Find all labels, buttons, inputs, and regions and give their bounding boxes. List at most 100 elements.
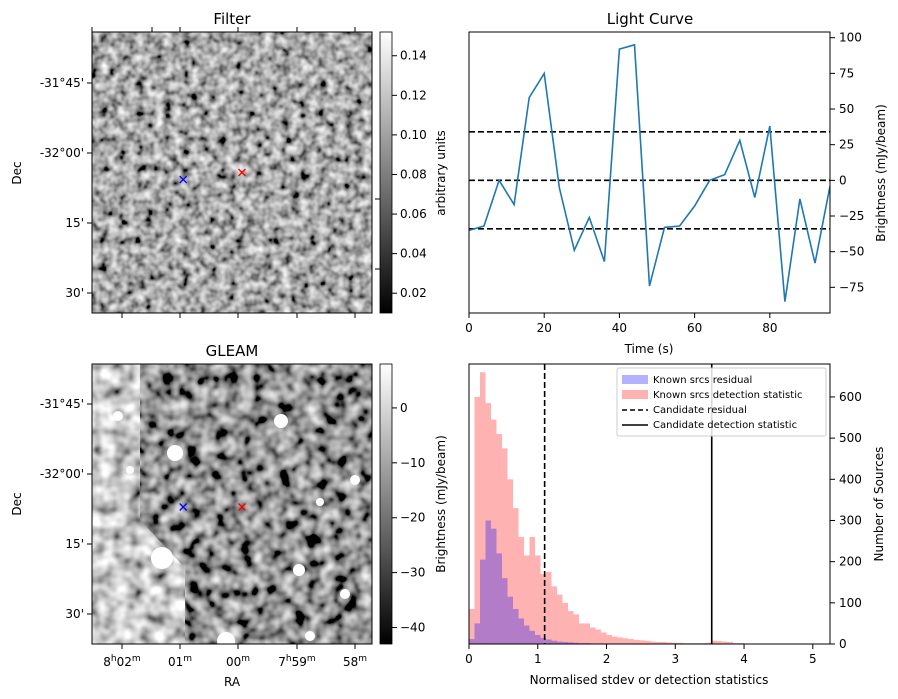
filter-colorbar-tick-label: 0.02 (400, 286, 427, 300)
histogram-bar (529, 536, 536, 644)
histogram-bar (502, 578, 508, 644)
filter-y-tick-label: -31°45' (40, 76, 84, 90)
filter-y-tick-label: 30' (65, 286, 84, 300)
histogram-bar (485, 520, 492, 644)
histogram-bar (573, 614, 580, 644)
lightcurve-title: Light Curve (607, 10, 693, 28)
histogram-y-tick-label: 200 (839, 555, 862, 569)
lightcurve-panel: Light Curve 0 20 40 60 80 −75 −50 −25 0 25 50 75 10… (465, 10, 888, 356)
filter-colorbar-tick-label: 0.14 (400, 49, 427, 63)
lightcurve-xlabel: Time (s) (624, 342, 674, 356)
lightcurve-ylabel: Brightness (mJy/beam) (874, 104, 888, 242)
histogram-bar (678, 642, 684, 644)
histogram-bar (469, 609, 475, 644)
gleam-x-tick-label: 01m (168, 654, 192, 669)
histogram-bar (507, 596, 514, 644)
lightcurve-x-tick-label: 40 (612, 321, 627, 335)
legend-swatch-detection (622, 390, 648, 399)
histogram-bar (480, 559, 486, 644)
lightcurve-y-tick-label: −75 (839, 280, 864, 294)
lightcurve-x-tick-label: 60 (687, 321, 702, 335)
gleam-image (92, 364, 372, 644)
gleam-colorbar-tick-label: −10 (400, 456, 425, 470)
histogram-bar (507, 479, 514, 644)
filter-y-tick-label: -32°00' (40, 146, 84, 160)
histogram-bar (562, 641, 569, 644)
histogram-bar (540, 637, 547, 644)
histogram-bar (502, 448, 508, 644)
histogram-bar (546, 639, 552, 644)
lightcurve-y-tick-label: 25 (839, 138, 854, 152)
histogram-bar (496, 553, 503, 644)
histogram-bar (557, 641, 563, 644)
legend-label-candidate-residual: Candidate residual (653, 405, 747, 416)
histogram-x-tick-label: 2 (603, 652, 611, 666)
legend-label-residual: Known srcs residual (653, 375, 752, 386)
lightcurve-y-tick-label: 100 (839, 31, 862, 45)
histogram-x-tick-label: 5 (809, 652, 817, 666)
gleam-colorbar-tick-label: −40 (400, 621, 425, 635)
histogram-bar (518, 536, 525, 644)
histogram-bar (722, 641, 728, 644)
legend-label-detection: Known srcs detection statistic (653, 390, 802, 401)
histogram-bar (667, 642, 673, 644)
histogram-bar (491, 419, 497, 644)
histogram-bar (656, 641, 662, 644)
histogram-bar (606, 634, 613, 644)
filter-colorbar-tick-label: 0.12 (400, 88, 427, 102)
histogram-bars (469, 372, 830, 644)
histogram-bar (551, 640, 558, 644)
histogram-bar (513, 508, 519, 644)
histogram-bar (496, 434, 503, 644)
histogram-bar (474, 623, 481, 644)
filter-top-ticks (91, 27, 356, 318)
filter-colorbar-tick-label: 0.10 (400, 128, 427, 142)
gleam-x-tick-label: 58m (343, 654, 367, 669)
histogram-bar (469, 639, 475, 644)
histogram-x-tick-label: 0 (465, 652, 473, 666)
gleam-y-tick-label: 15' (65, 537, 84, 551)
histogram-y-tick-label: 500 (839, 431, 862, 445)
histogram-bar (584, 623, 591, 644)
gleam-colorbar (379, 363, 393, 645)
legend-label-candidate-detection: Candidate detection statistic (653, 420, 797, 431)
histogram-bar (557, 594, 563, 644)
histogram-bar (579, 623, 585, 644)
histogram-bar (661, 641, 668, 644)
histogram-bar (546, 571, 552, 644)
lightcurve-y-tick-label: 50 (839, 102, 854, 116)
histogram-bar (535, 555, 541, 644)
histogram-bar (612, 636, 618, 644)
histogram-bar (568, 642, 574, 644)
histogram-y-tick-label: 100 (839, 596, 862, 610)
histogram-legend: Known srcs residual Known srcs detection… (616, 367, 827, 437)
histogram-bar (540, 574, 547, 644)
gleam-colorbar-tick-label: −20 (400, 511, 425, 525)
histogram-x-tick-label: 1 (534, 652, 542, 666)
filter-marker-candidate (238, 168, 246, 177)
histogram-bar (623, 638, 629, 644)
gleam-xlabel: RA (224, 675, 241, 689)
histogram-y-tick-label: 600 (839, 390, 862, 404)
histogram-bar (727, 641, 734, 644)
lightcurve-x-tick-label: 80 (762, 321, 777, 335)
histogram-bar (480, 372, 486, 644)
gleam-ylabel: Dec (10, 492, 24, 515)
gleam-colorbar-tick-label: −30 (400, 566, 425, 580)
legend-swatch-residual (622, 375, 648, 384)
histogram-bar (634, 639, 640, 644)
histogram-panel: 0 1 2 3 4 5 0 100 200 300 400 500 600 Normalised st… (465, 363, 886, 687)
histogram-bar (601, 632, 607, 644)
histogram-y-tick-label: 400 (839, 472, 862, 486)
gleam-colorbar-label: Brightness (mJy/beam) (434, 435, 448, 573)
gleam-colorbar-ticks: 0 −10 −20 −30 −40 (392, 401, 425, 635)
histogram-bar (474, 396, 481, 644)
histogram-bar (672, 642, 679, 644)
histogram-y-tick-label: 300 (839, 513, 862, 527)
histogram-bar (716, 641, 723, 644)
lightcurve-x-tick-label: 20 (537, 321, 552, 335)
filter-title: Filter (213, 10, 251, 28)
gleam-x-tick-label: 7h59m (278, 654, 315, 669)
lightcurve-y-tick-label: 0 (839, 173, 847, 187)
